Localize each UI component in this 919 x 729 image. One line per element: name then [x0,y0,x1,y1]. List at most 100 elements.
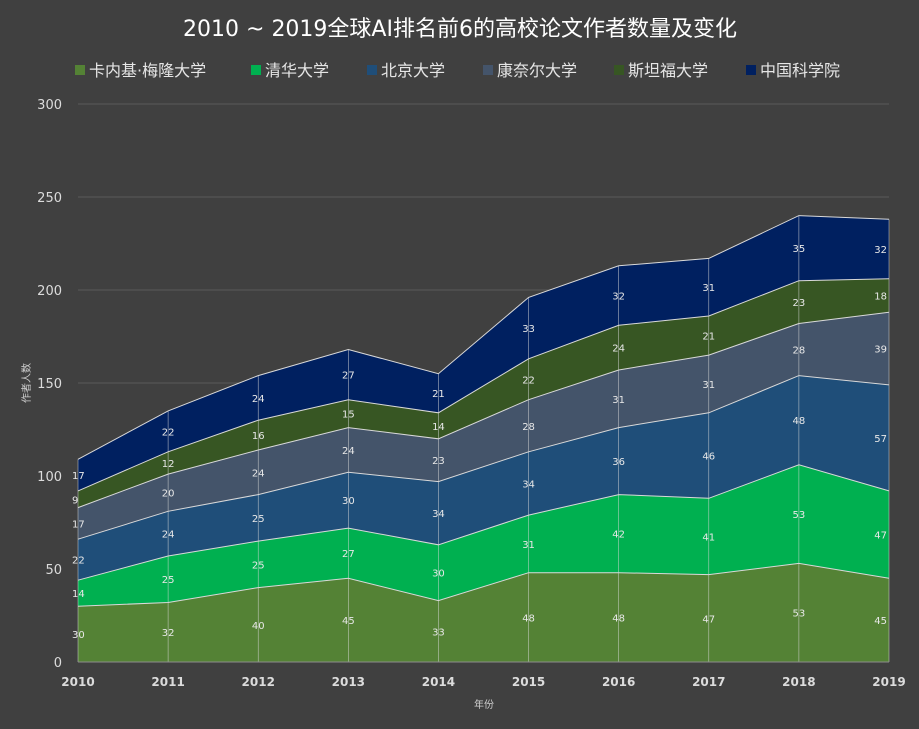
data-label: 30 [72,630,85,641]
x-tick-label: 2019 [872,675,905,689]
data-label: 25 [252,560,265,571]
data-label: 47 [702,614,715,625]
data-label: 27 [342,549,355,560]
x-tick-label: 2014 [422,675,455,689]
y-tick-label: 250 [37,191,62,206]
data-label: 30 [342,496,355,507]
data-label: 31 [612,395,625,406]
area-series-4 [78,278,889,508]
y-tick-label: 0 [54,656,62,671]
data-label: 39 [874,345,887,356]
data-label: 36 [612,457,625,468]
data-label: 24 [252,394,265,405]
data-label: 21 [702,332,715,343]
data-label: 32 [162,628,175,639]
area-boundary-line [77,464,890,581]
data-label: 47 [874,531,887,542]
data-label: 12 [162,459,175,470]
data-label: 33 [432,627,445,638]
data-label: 23 [793,298,806,309]
legend-swatch [367,65,377,75]
x-tick-label: 2013 [332,675,365,689]
data-label: 31 [522,540,535,551]
data-label: 16 [252,431,265,442]
data-label: 41 [702,532,715,543]
legend-swatch [75,65,85,75]
y-axis-title: 作者人数 [20,363,33,403]
data-label: 28 [793,346,806,357]
x-tick-label: 2015 [512,675,545,689]
legend-label: 中国科学院 [760,61,840,80]
area-boundary-line [77,215,890,460]
x-tick-label: 2012 [242,675,275,689]
y-tick-label: 300 [37,98,62,113]
data-label: 25 [162,575,175,586]
data-label: 32 [874,245,887,256]
data-label: 9 [72,495,78,506]
legend-label: 康奈尔大学 [497,61,577,80]
data-label: 53 [793,510,806,521]
data-label: 15 [342,410,355,421]
chart-title: 2010 ~ 2019全球AI排名前6的高校论文作者数量及变化 [183,17,737,42]
data-label: 17 [72,471,85,482]
area-series-3 [78,312,889,540]
area-boundary-line [77,311,890,509]
data-label: 18 [874,292,887,303]
x-tick-label: 2017 [692,675,725,689]
x-tick-label: 2016 [602,675,635,689]
data-label: 34 [522,479,535,490]
data-label: 25 [252,514,265,525]
x-tick-label: 2011 [151,675,184,689]
data-label: 45 [342,616,355,627]
y-tick-label: 100 [37,470,62,485]
data-label: 48 [612,613,625,624]
data-label: 14 [72,589,85,600]
legend-swatch [614,65,624,75]
x-axis-title: 年份 [474,698,494,711]
y-tick-label: 50 [45,563,62,578]
area-series-1 [78,464,889,607]
area-boundary-line [77,562,890,607]
data-label: 24 [612,344,625,355]
data-label: 42 [612,530,625,541]
x-tick-label: 2018 [782,675,815,689]
legend-swatch [251,65,261,75]
data-label: 17 [72,519,85,530]
legend-label: 北京大学 [381,61,445,80]
legend-swatch [483,65,493,75]
area-series-0 [78,563,889,662]
data-label: 48 [793,416,806,427]
data-label: 46 [702,452,715,463]
data-label: 34 [432,509,445,520]
data-label: 35 [793,244,806,255]
y-tick-label: 150 [37,377,62,392]
area-series-2 [78,375,889,581]
data-label: 31 [702,380,715,391]
data-label: 28 [522,422,535,433]
data-label: 53 [793,609,806,620]
data-label: 22 [72,556,85,567]
x-tick-label: 2010 [61,675,94,689]
data-label: 22 [522,375,535,386]
data-label: 27 [342,371,355,382]
legend-label: 卡内基·梅隆大学 [89,61,206,80]
data-label: 24 [342,446,355,457]
data-label: 14 [432,422,445,433]
data-label: 22 [162,427,175,438]
data-label: 57 [874,434,887,445]
data-label: 21 [432,389,445,400]
data-label: 23 [432,456,445,467]
data-label: 30 [432,569,445,580]
data-label: 40 [252,621,265,632]
data-label: 20 [162,489,175,500]
data-label: 24 [252,468,265,479]
area-boundary-line [77,375,890,540]
area-series-5 [78,215,889,491]
legend-label: 斯坦福大学 [628,61,708,80]
data-label: 48 [522,613,535,624]
area-boundary-line [77,278,890,492]
legend-label: 清华大学 [265,61,329,80]
data-label: 24 [162,530,175,541]
